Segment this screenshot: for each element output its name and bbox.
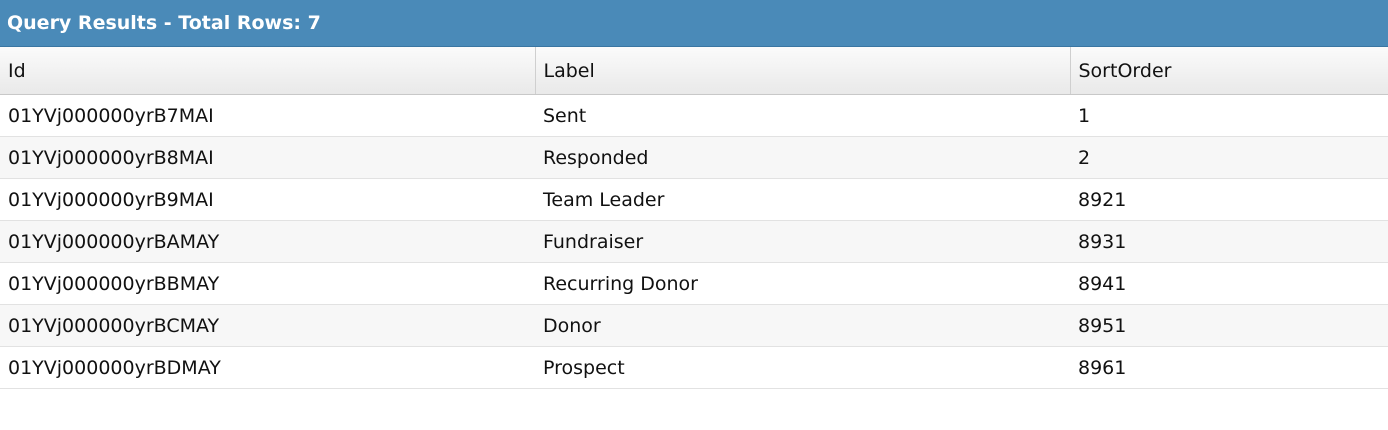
header-row: Id Label SortOrder: [0, 47, 1388, 95]
table-cell: Prospect: [535, 346, 1070, 389]
table-cell: 8931: [1070, 220, 1388, 263]
table-row: 01YVj000000yrBBMAY Recurring Donor 8941: [0, 262, 1388, 305]
column-header: SortOrder: [1070, 47, 1388, 95]
table-cell: 01YVj000000yrB8MAI: [0, 136, 535, 179]
table-cell: 01YVj000000yrBCMAY: [0, 304, 535, 347]
table-cell: 8941: [1070, 262, 1388, 305]
results-table: Id Label SortOrder 01YVj000000yrB7MAI Sent 1…: [0, 47, 1388, 389]
table-cell: 1: [1070, 94, 1388, 137]
table-cell: Sent: [535, 94, 1070, 137]
table-cell: 01YVj000000yrBAMAY: [0, 220, 535, 263]
table-row: 01YVj000000yrBDMAY Prospect 8961: [0, 346, 1388, 389]
table-row: 01YVj000000yrB7MAI Sent 1: [0, 94, 1388, 137]
table-row: 01YVj000000yrBCMAY Donor 8951: [0, 304, 1388, 347]
table-cell: 8921: [1070, 178, 1388, 221]
table-row: 01YVj000000yrB8MAI Responded 2: [0, 136, 1388, 179]
table-cell: 01YVj000000yrBBMAY: [0, 262, 535, 305]
table-cell: Fundraiser: [535, 220, 1070, 263]
table-cell: Recurring Donor: [535, 262, 1070, 305]
table-row: 01YVj000000yrBAMAY Fundraiser 8931: [0, 220, 1388, 263]
column-header: Id: [0, 47, 536, 95]
table-cell: Responded: [535, 136, 1070, 179]
table-body: 01YVj000000yrB7MAI Sent 1 01YVj000000yrB8MA…: [0, 94, 1388, 389]
table-cell: Team Leader: [535, 178, 1070, 221]
table-row: 01YVj000000yrB9MAI Team Leader 8921: [0, 178, 1388, 221]
results-title: Query Results - Total Rows: 7: [0, 0, 1388, 47]
column-header: Label: [535, 47, 1071, 95]
table-cell: 01YVj000000yrB7MAI: [0, 94, 535, 137]
table-cell: 8961: [1070, 346, 1388, 389]
table-cell: 01YVj000000yrBDMAY: [0, 346, 535, 389]
table-cell: 2: [1070, 136, 1388, 179]
table-cell: Donor: [535, 304, 1070, 347]
table-cell: 01YVj000000yrB9MAI: [0, 178, 535, 221]
table-cell: 8951: [1070, 304, 1388, 347]
